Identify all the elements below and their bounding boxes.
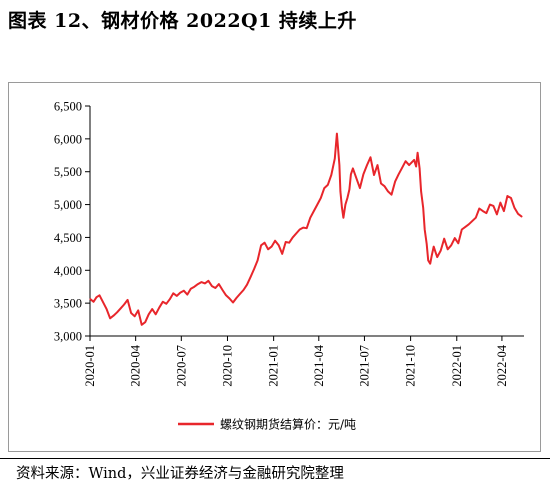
y-tick-label: 6,500: [54, 100, 82, 114]
y-tick-label: 4,000: [54, 264, 82, 278]
x-tick-label: 2020-01: [83, 345, 97, 387]
x-tick-label: 2020-10: [220, 345, 234, 387]
x-tick-label: 2021-07: [357, 345, 371, 387]
x-tick-label: 2022-04: [495, 344, 509, 386]
y-tick-label: 3,500: [54, 297, 82, 311]
y-tick-label: 6,000: [54, 132, 82, 146]
x-tick-label: 2020-07: [174, 345, 188, 387]
y-tick-label: 5,500: [54, 165, 82, 179]
x-tick-label: 2020-04: [129, 344, 143, 386]
y-tick-label: 4,500: [54, 231, 82, 245]
chart-frame: [8, 82, 541, 452]
x-tick-label: 2021-10: [404, 345, 418, 387]
legend-label: 螺纹钢期货结算价：元/吨: [220, 417, 356, 432]
x-tick-label: 2022-01: [450, 345, 464, 387]
x-tick-label: 2021-01: [267, 345, 281, 387]
source-divider: [0, 458, 550, 459]
figure-title: 图表 12、钢材价格 2022Q1 持续上升: [8, 10, 357, 32]
source-note: 资料来源：Wind，兴业证券经济与金融研究院整理: [16, 466, 344, 482]
y-tick-label: 3,000: [54, 330, 82, 344]
x-tick-label: 2021-04: [312, 344, 326, 386]
y-tick-label: 5,000: [54, 198, 82, 212]
series-line: [89, 132, 523, 326]
